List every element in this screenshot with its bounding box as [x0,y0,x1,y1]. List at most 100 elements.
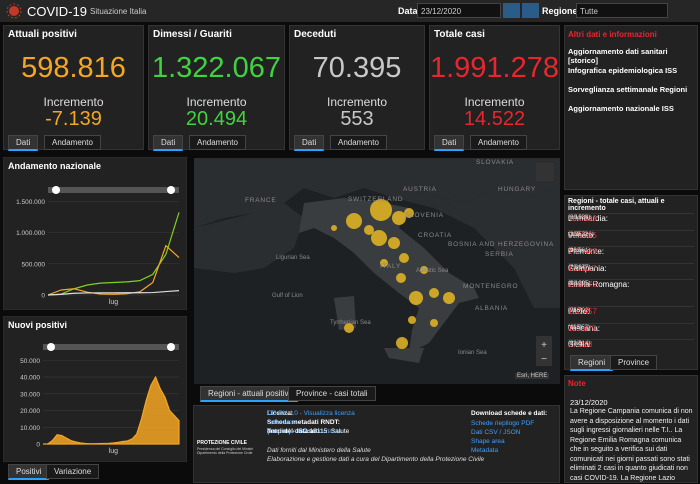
chart-tab[interactable]: Variazione [46,464,100,479]
region-increment: (3.357) [568,231,588,238]
info-title: Altri dati e informazioni [568,30,657,39]
card-tab[interactable]: Dati [434,135,465,151]
region-name: Toscana: [568,323,601,333]
chart-tab[interactable]: Positivi [8,464,50,480]
date-input[interactable]: 23/12/2020 [417,3,501,18]
increment-label: Incremento [464,95,525,109]
card-tab[interactable]: Andamento [330,135,387,150]
date-label: Data [398,6,418,16]
map-label: Adriatic Sea [416,268,449,274]
card-increment: 553 [340,108,374,130]
region-active: (33.614) [568,341,591,347]
region-label: Regione [542,6,578,16]
calendar-button[interactable] [503,3,520,18]
map-label: CROATIA [418,232,453,239]
card-tab[interactable]: Andamento [44,135,101,150]
clock-button[interactable] [522,3,539,18]
region-total: 191.443 [568,247,597,256]
logo-title: PROTEZIONE CIVILE [197,440,248,446]
card-tab[interactable]: Andamento [470,135,527,150]
map-label: Ionian Sea [458,350,487,356]
card-tab[interactable]: Andamento [189,135,246,150]
map-label: HUNGARY [498,186,536,193]
map-label: SWITZERLAND [348,196,404,203]
map-label: SERBIA [485,251,514,258]
card-value: 1.991.278 [429,52,559,84]
region-increment: (933) [568,248,583,254]
slider-handle [167,343,175,351]
regions-panel [564,195,698,370]
region-active: (75.702) [568,308,591,314]
map-label: SLOVAKIA [476,159,515,166]
info-link[interactable]: Infografica epidemiologica ISS [568,66,678,75]
increment-label: Incremento [326,95,388,109]
info-link[interactable]: Aggiornamento nazionale ISS [568,104,674,113]
map-label: MONTENEGRO [463,283,519,290]
region-row: Campania: 183.117 (79.947) (1.067) [568,262,694,273]
region-select[interactable]: Tutte [576,3,668,18]
note-date: 23/12/2020 [570,398,608,407]
download-link[interactable]: Metadata [471,447,499,454]
region-row: Emilia-Romagna: 159.472 (58.025) (1.129) [568,279,694,289]
region-active: (79.947) [568,264,591,271]
card-value: 70.395 [312,52,402,84]
map-tab[interactable]: Regioni - attuali positivi [200,386,299,402]
footer-panel [193,405,560,483]
map-tab[interactable]: Province - casi totali [288,386,376,401]
card-tab[interactable]: Dati [153,135,184,151]
download-link[interactable]: Shape area [471,438,505,445]
svg-text:−: − [541,354,547,365]
card-value: 598.816 [21,52,126,84]
y-tick-label: 1.500.000 [16,199,45,206]
download-title: Download schede e dati: [471,410,548,417]
info-panel [564,25,698,190]
themes-rest: (Inspire) - ISO 19115: Salute [267,428,350,435]
info-link[interactable]: Sorveglianza settimanale Regioni [568,85,688,94]
region-increment: (435) [568,324,583,331]
region-total: 464.599 [568,214,597,223]
region-increment: (1.067) [568,264,588,271]
region-name: Lombardia: [568,214,609,223]
line [47,244,180,296]
map-label: AUSTRIA [403,186,437,193]
download-link[interactable]: Schede riepilogo PDF [471,420,535,427]
card-value: 1.322.067 [151,52,281,84]
region-total: 183.117 [568,263,597,273]
metadata-link[interactable]: dati - aree [267,419,297,426]
increment-label: Incremento [186,95,247,109]
card-increment: 20.494 [185,108,248,130]
region-name: Veneto: [568,230,596,240]
app-subtitle: Situazione Italia [90,7,147,16]
slider-handle [52,186,60,194]
region-active: (58.025) [568,281,591,287]
themes-link[interactable]: Salute umana e sicurezza [267,428,342,435]
download-link[interactable]: Dati CSV / JSON [471,429,521,436]
y-tick-label: 30.000 [20,391,40,398]
y-tick-label: 0 [41,293,45,300]
card-tab[interactable]: Dati [294,135,325,151]
regions-tab[interactable]: Regioni [570,355,614,371]
map[interactable]: + − [194,158,560,384]
chart-title: Andamento nazionale [8,161,101,171]
license-link[interactable]: CC-BY-4.0 - Visualizza licenza [267,410,355,417]
regions-tab[interactable]: Province [610,355,658,370]
region-increment: (932) [568,341,583,347]
region-increment: (2.153) [568,215,588,221]
y-tick-label: 0 [36,442,40,449]
region-row: Piemonte: 191.443 (36.561) (933) [568,246,694,256]
info-link[interactable]: Aggiornamento dati sanitari [storico] [568,47,668,65]
logo-icon [6,3,22,19]
region-total: 159.472 [568,280,597,289]
region-total: 87.028 [568,340,593,349]
region-increment: (946) [568,308,583,314]
card-tab[interactable]: Dati [8,135,39,151]
region-row: Toscana: 116.979 (11.357) (435) [568,322,694,333]
line [47,290,180,296]
map-label: SLOVENIA [405,212,444,219]
map-label: Tyrrhenian Sea [330,320,371,326]
card-increment: -7.139 [45,108,102,130]
card [3,25,144,150]
x-tick-label: lug [109,448,118,455]
logo-subtitle: Presidenza del Consiglio dei Ministri Di… [197,447,254,455]
